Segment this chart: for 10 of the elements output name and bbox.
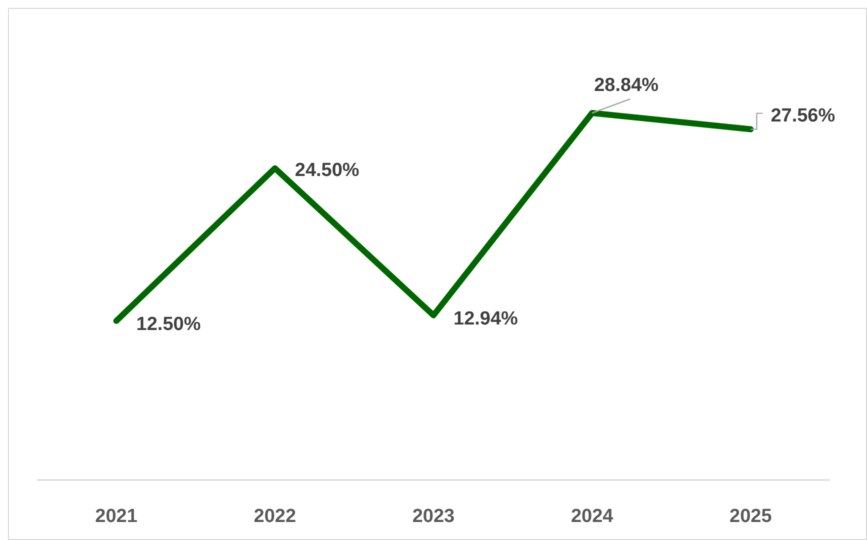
x-tick-label: 2023 xyxy=(412,506,455,527)
data-label: 28.84% xyxy=(594,75,659,96)
data-label: 12.94% xyxy=(454,308,518,330)
data-label: 24.50% xyxy=(294,160,360,182)
x-tick-label: 2024 xyxy=(570,506,614,527)
data-label: 27.56% xyxy=(770,105,836,126)
x-tick-label: 2022 xyxy=(254,506,296,527)
data-label: 12.50% xyxy=(136,314,201,335)
x-tick-label: 2021 xyxy=(95,506,138,527)
x-tick-label: 2025 xyxy=(730,506,772,527)
